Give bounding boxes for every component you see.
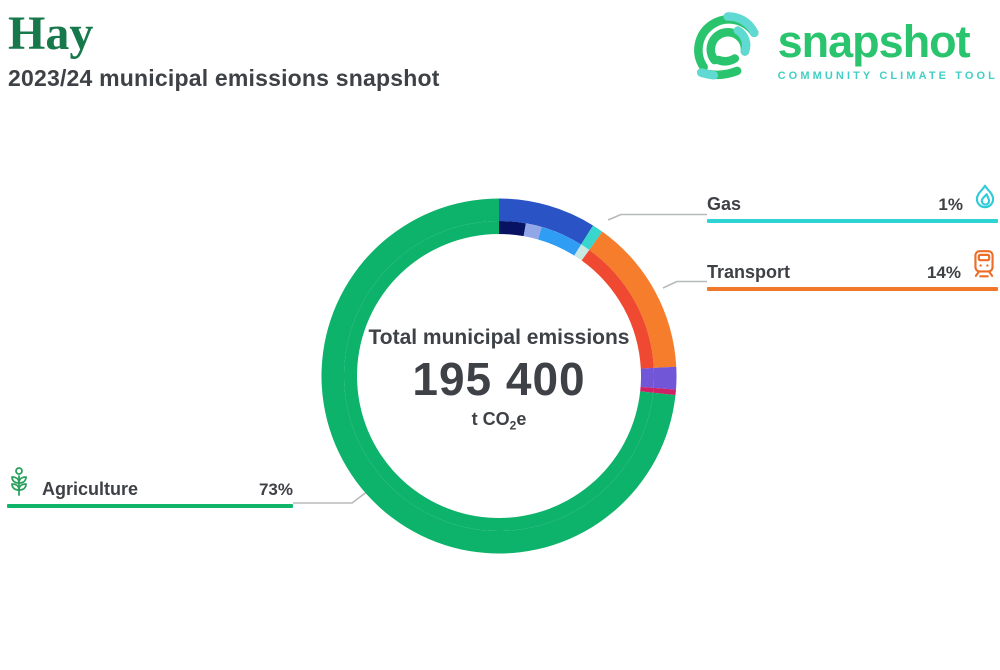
- gas-value: 1%: [938, 195, 963, 214]
- logo-tagline: COMMUNITY CLIMATE TOOL: [777, 70, 998, 82]
- donut-outer-segment-transport[interactable]: [589, 231, 677, 368]
- donut-inner-segment-1[interactable]: [523, 223, 542, 240]
- page-title: Hay: [8, 7, 94, 60]
- donut-inner-segment-0[interactable]: [499, 221, 526, 237]
- total-emissions-value: 195 400: [412, 353, 586, 405]
- logo-wordmark: snapshot: [777, 16, 971, 67]
- donut-outer-segment-4[interactable]: [653, 387, 676, 396]
- train-icon: [970, 249, 998, 285]
- wheat-icon: [7, 466, 31, 502]
- total-emissions-label: Total municipal emissions: [368, 326, 630, 349]
- gas-callout: Gas 1%: [707, 183, 998, 223]
- agriculture-callout: Agriculture 73%: [7, 466, 293, 508]
- header: Hay 2023/24 municipal emissions snapshot: [8, 6, 440, 92]
- agriculture-leader-line: [293, 490, 369, 504]
- gas-label: Gas: [707, 194, 742, 214]
- donut-outer-segment-0[interactable]: [499, 198, 594, 245]
- gas-underline: [707, 219, 998, 223]
- donut-inner-segment-2[interactable]: [538, 227, 582, 256]
- transport-underline: [707, 287, 998, 291]
- total-emissions-unit: t CO2e: [471, 409, 527, 433]
- donut-outer-segment-3[interactable]: [653, 366, 677, 390]
- donut-inner-segment-4[interactable]: [581, 249, 654, 369]
- agriculture-label: Agriculture: [42, 479, 139, 499]
- donut-inner-segment-3[interactable]: [574, 244, 590, 261]
- page-subtitle: 2023/24 municipal emissions snapshot: [8, 65, 440, 92]
- flame-icon: [972, 183, 998, 217]
- transport-value: 14%: [926, 263, 961, 282]
- donut-center-text: Total municipal emissions 195 400 t CO2e: [339, 326, 659, 433]
- snapshot-logo: snapshot COMMUNITY CLIMATE TOOL: [692, 4, 998, 97]
- agriculture-value: 73%: [258, 480, 293, 499]
- donut-inner-segment-5[interactable]: [640, 367, 654, 388]
- agriculture-underline: [7, 504, 293, 508]
- donut-outer-segment-gas[interactable]: [581, 225, 603, 250]
- transport-label: Transport: [707, 262, 791, 282]
- transport-callout: Transport 14%: [707, 249, 998, 291]
- donut-inner-segment-6[interactable]: [640, 386, 654, 393]
- transport-leader-line: [662, 280, 707, 289]
- gas-leader-line: [607, 213, 707, 221]
- logo-text: snapshot COMMUNITY CLIMATE TOOL: [778, 19, 998, 82]
- snapshot-logo-mark-icon: [692, 4, 762, 97]
